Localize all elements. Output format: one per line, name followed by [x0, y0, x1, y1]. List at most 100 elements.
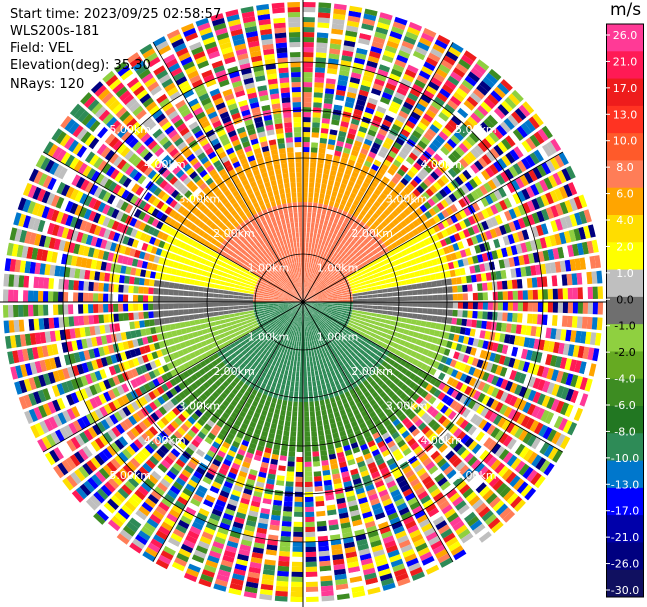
gate-cell — [303, 122, 311, 128]
gate-cell — [587, 302, 593, 315]
gate-cell — [447, 309, 453, 317]
gate-cell — [330, 33, 343, 40]
gate-cell — [474, 348, 482, 358]
gate-cell — [337, 166, 345, 174]
gate-cell — [409, 134, 419, 144]
gate-cell — [289, 436, 296, 442]
gate-cell — [542, 144, 553, 157]
gate-cell — [380, 254, 388, 261]
gate-cell — [378, 64, 391, 73]
gate-cell — [305, 511, 315, 517]
gate-cell — [386, 205, 394, 213]
gate-cell — [401, 312, 408, 318]
gate-cell — [304, 426, 310, 432]
gate-cell — [469, 246, 477, 255]
gate-cell — [472, 302, 478, 310]
gate-cell — [318, 2, 332, 9]
gate-cell — [320, 267, 325, 273]
gate-cell — [332, 305, 338, 308]
gate-cell — [425, 146, 436, 156]
gate-cell — [290, 381, 295, 387]
gate-cell — [312, 107, 322, 113]
gate-cell — [405, 31, 419, 41]
gate-cell — [378, 326, 384, 332]
gate-cell — [361, 251, 368, 258]
gate-cell — [485, 218, 494, 229]
gate-cell — [358, 152, 367, 160]
gate-cell — [365, 248, 372, 255]
gate-cell — [345, 96, 356, 104]
gate-cell — [361, 285, 367, 289]
gate-cell — [499, 225, 507, 235]
gate-cell — [454, 111, 465, 122]
gate-cell — [436, 178, 446, 188]
gate-cell — [363, 13, 377, 22]
gate-cell — [308, 386, 313, 392]
gate-cell — [411, 210, 420, 219]
gate-cell — [350, 204, 357, 211]
gate-cell — [378, 250, 385, 257]
gate-cell — [325, 215, 330, 221]
gate-cell — [339, 215, 346, 222]
gate-cell — [535, 264, 542, 275]
gate-cell — [307, 298, 313, 301]
gate-cell — [315, 218, 320, 224]
gate-cell — [305, 531, 316, 537]
gate-cell — [521, 229, 530, 241]
gate-cell — [558, 186, 568, 199]
gate-cell — [341, 290, 347, 294]
gate-cell — [318, 7, 331, 14]
gate-cell — [280, 409, 286, 416]
gate-cell — [562, 288, 568, 300]
gate-cell — [376, 257, 383, 263]
gate-cell — [436, 231, 444, 240]
gate-cell — [343, 279, 349, 284]
gate-cell — [471, 319, 477, 328]
gate-cell — [368, 197, 376, 205]
gate-cell — [313, 264, 317, 270]
gate-cell — [512, 358, 521, 370]
gate-cell — [319, 255, 323, 261]
gate-cell — [578, 210, 588, 224]
gate-cell — [341, 55, 353, 62]
gate-cell — [304, 262, 307, 268]
gate-cell — [497, 312, 503, 321]
gate-cell — [338, 249, 344, 255]
gate-cell — [318, 545, 330, 552]
gate-cell — [537, 289, 543, 300]
gate-cell — [401, 249, 408, 257]
gate-cell — [426, 174, 436, 184]
gate-cell — [458, 335, 465, 343]
gate-cell — [316, 415, 322, 422]
gate-cell — [294, 506, 303, 512]
gate-cell — [405, 195, 414, 204]
gate-cell — [427, 198, 436, 207]
gate-cell — [303, 251, 306, 257]
gate-cell — [396, 252, 403, 259]
gate-cell — [388, 150, 397, 159]
gate-cell — [508, 357, 516, 368]
gate-cell — [305, 292, 308, 298]
gate-cell — [460, 54, 474, 66]
gate-cell — [526, 278, 533, 288]
gate-cell — [557, 246, 565, 259]
gate-cell — [482, 311, 488, 320]
gate-cell — [453, 351, 460, 360]
gate-cell — [310, 147, 318, 153]
gate-cell — [562, 343, 570, 356]
gate-cell — [365, 201, 373, 209]
gate-cell — [303, 222, 307, 228]
gate-cell — [536, 210, 545, 223]
gate-cell — [420, 94, 432, 104]
gate-cell — [404, 273, 411, 280]
gate-cell — [527, 290, 533, 300]
gate-cell — [449, 204, 458, 213]
gate-cell — [399, 211, 407, 220]
gate-cell — [313, 281, 318, 286]
gate-cell — [485, 151, 496, 162]
gate-cell — [447, 99, 459, 110]
gate-cell — [293, 531, 303, 538]
gate-cell — [369, 238, 377, 245]
gate-cell — [381, 228, 388, 236]
gate-cell — [318, 239, 323, 245]
